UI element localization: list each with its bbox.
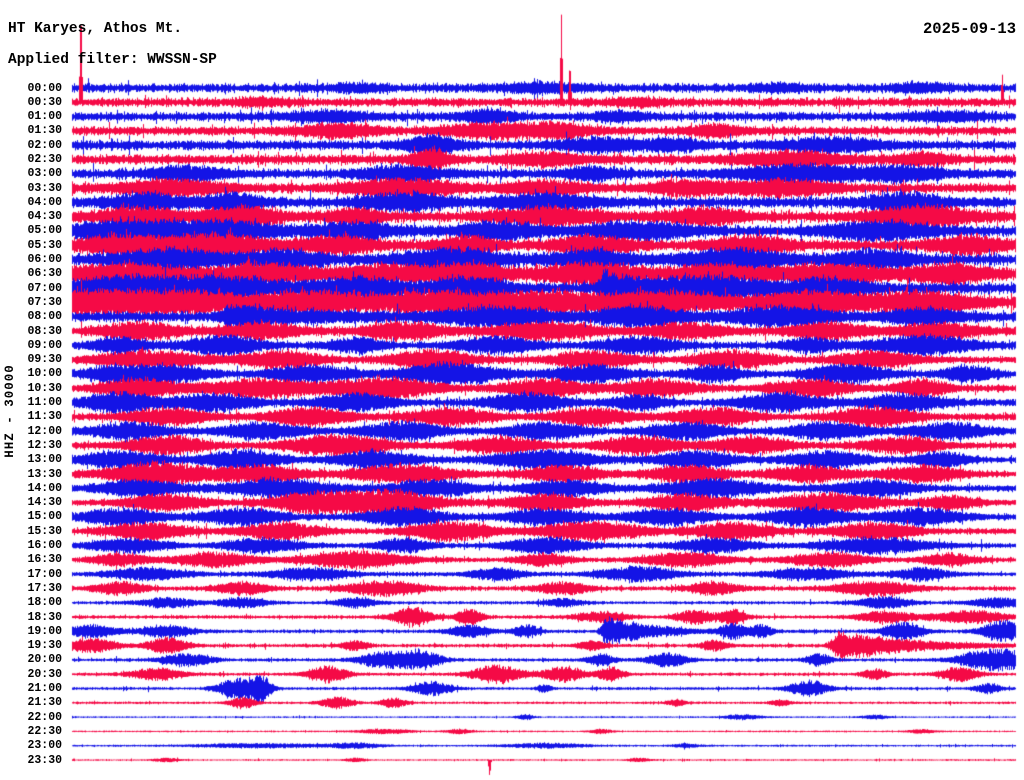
time-label: 07:30 xyxy=(27,295,62,309)
date-label: 2025-09-13 xyxy=(922,20,1016,38)
time-label: 01:30 xyxy=(27,124,62,138)
time-label: 00:00 xyxy=(27,81,62,95)
time-label: 01:00 xyxy=(27,110,62,124)
time-label: 05:30 xyxy=(27,238,62,252)
time-label: 21:00 xyxy=(27,682,62,696)
time-label: 23:30 xyxy=(27,753,62,767)
time-label: 14:00 xyxy=(27,481,62,495)
time-label: 19:00 xyxy=(27,624,62,638)
time-label: 15:30 xyxy=(27,524,62,538)
time-label: 20:00 xyxy=(27,653,62,667)
time-label: 08:30 xyxy=(27,324,62,338)
time-label: 16:30 xyxy=(27,553,62,567)
time-label: 03:00 xyxy=(27,167,62,181)
time-label: 20:30 xyxy=(27,667,62,681)
time-label: 15:00 xyxy=(27,510,62,524)
time-label: 06:30 xyxy=(27,267,62,281)
time-label: 02:00 xyxy=(27,138,62,152)
time-label: 02:30 xyxy=(27,152,62,166)
time-label: 13:00 xyxy=(27,453,62,467)
time-label: 13:30 xyxy=(27,467,62,481)
time-label: 12:00 xyxy=(27,424,62,438)
time-label: 10:00 xyxy=(27,367,62,381)
time-label: 08:00 xyxy=(27,310,62,324)
time-label: 07:00 xyxy=(27,281,62,295)
time-label: 17:30 xyxy=(27,581,62,595)
time-label: 16:00 xyxy=(27,539,62,553)
station-title: HT Karyes, Athos Mt. xyxy=(8,21,183,37)
time-label: 05:00 xyxy=(27,224,62,238)
time-label: 19:30 xyxy=(27,639,62,653)
time-label: 12:30 xyxy=(27,438,62,452)
time-label: 11:00 xyxy=(27,396,62,410)
time-label: 03:30 xyxy=(27,181,62,195)
time-label: 14:30 xyxy=(27,496,62,510)
time-label: 21:30 xyxy=(27,696,62,710)
time-label: 09:00 xyxy=(27,338,62,352)
time-label: 10:30 xyxy=(27,381,62,395)
time-label: 22:00 xyxy=(27,710,62,724)
time-label: 23:00 xyxy=(27,739,62,753)
time-label: 11:30 xyxy=(27,410,62,424)
applied-filter-label: Applied filter: WWSSN-SP xyxy=(8,52,217,68)
time-label: 06:00 xyxy=(27,253,62,267)
time-label: 00:30 xyxy=(27,95,62,109)
time-label: 18:00 xyxy=(27,596,62,610)
time-label: 18:30 xyxy=(27,610,62,624)
time-label: 22:30 xyxy=(27,724,62,738)
time-label: 17:00 xyxy=(27,567,62,581)
time-label: 04:00 xyxy=(27,195,62,209)
time-label: 04:30 xyxy=(27,210,62,224)
time-label: 09:30 xyxy=(27,353,62,367)
